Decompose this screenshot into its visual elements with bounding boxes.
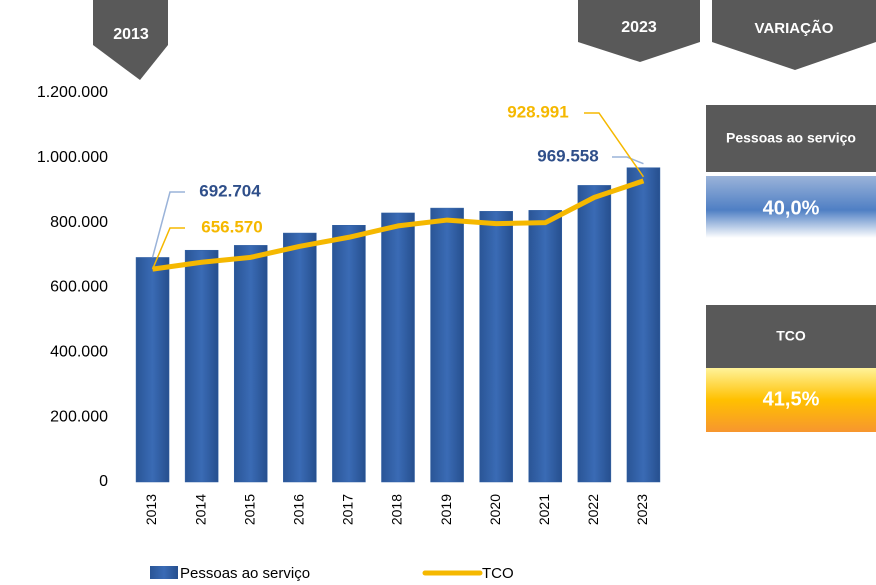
y-tick-label: 0 bbox=[99, 473, 108, 490]
y-tick-label: 1.200.000 bbox=[37, 84, 108, 101]
leader-line bbox=[612, 156, 644, 165]
data-label: 969.558 bbox=[537, 146, 598, 165]
bar bbox=[332, 225, 366, 483]
y-tick-label: 800.000 bbox=[50, 214, 108, 231]
panel-value-box bbox=[706, 368, 876, 432]
data-label: 692.704 bbox=[199, 181, 261, 200]
legend-swatch bbox=[150, 566, 178, 579]
leader-line bbox=[584, 112, 645, 178]
banner-shape bbox=[578, 0, 700, 62]
data-label: 928.991 bbox=[507, 102, 568, 121]
bar bbox=[626, 167, 661, 483]
panel-header bbox=[706, 105, 876, 172]
legend-label: TCO bbox=[482, 565, 514, 582]
bar bbox=[184, 249, 219, 483]
x-tick-label: 2018 bbox=[389, 494, 405, 525]
bar bbox=[283, 232, 317, 483]
bar bbox=[430, 207, 464, 483]
x-tick-label: 2014 bbox=[192, 494, 208, 525]
banner-shape bbox=[93, 0, 168, 80]
bar bbox=[381, 212, 415, 483]
y-tick-label: 400.000 bbox=[50, 344, 108, 361]
x-tick-label: 2020 bbox=[487, 494, 503, 525]
x-tick-label: 2023 bbox=[634, 494, 650, 525]
leader-line bbox=[151, 191, 185, 258]
leader-line bbox=[151, 227, 185, 270]
x-tick-label: 2015 bbox=[241, 494, 257, 525]
banner-start: 2013 bbox=[113, 26, 149, 43]
banner-shape bbox=[712, 0, 876, 70]
bar bbox=[135, 257, 170, 483]
y-tick-label: 1.000.000 bbox=[37, 149, 108, 166]
x-tick-label: 2016 bbox=[291, 494, 307, 525]
panel-label: TCO bbox=[776, 328, 806, 344]
panel-value: 41,5% bbox=[763, 388, 820, 410]
panel-header bbox=[706, 305, 876, 368]
bar bbox=[577, 185, 612, 483]
panel-value: 40,0% bbox=[763, 197, 820, 219]
panel-label: Pessoas ao serviço bbox=[726, 130, 856, 146]
line bbox=[152, 178, 645, 272]
banner-variation: VARIAÇÃO bbox=[755, 19, 834, 37]
x-tick-label: 2022 bbox=[585, 494, 601, 525]
x-tick-label: 2021 bbox=[536, 494, 552, 525]
banner-end: 2023 bbox=[621, 19, 657, 36]
x-tick-label: 2019 bbox=[438, 494, 454, 525]
bar bbox=[233, 245, 268, 483]
x-tick-label: 2013 bbox=[143, 494, 159, 525]
y-tick-label: 200.000 bbox=[50, 408, 108, 425]
x-tick-label: 2017 bbox=[340, 494, 356, 525]
bar bbox=[528, 210, 563, 483]
panel-value-box bbox=[706, 176, 876, 238]
y-tick-label: 600.000 bbox=[50, 279, 108, 296]
bar bbox=[479, 211, 513, 483]
legend-label: Pessoas ao serviço bbox=[180, 565, 310, 582]
data-label: 656.570 bbox=[201, 217, 262, 236]
